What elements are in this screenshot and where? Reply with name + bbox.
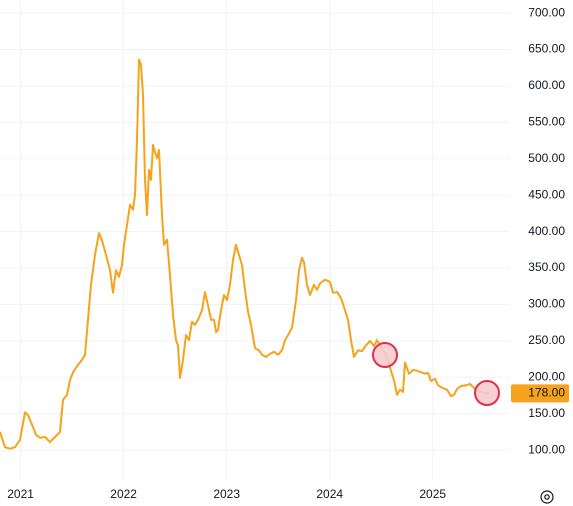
grid: [0, 0, 510, 480]
y-tick-label: 400.00: [528, 224, 565, 238]
last-price-label: 178.00: [528, 385, 565, 399]
x-tick-label: 2025: [419, 487, 446, 501]
y-tick-label: 100.00: [528, 442, 565, 456]
y-tick-label: 250.00: [528, 333, 565, 347]
x-tick-label: 2023: [213, 487, 240, 501]
last-price-box: [511, 384, 569, 403]
settings-icon[interactable]: [540, 490, 554, 504]
y-tick-label: 700.00: [528, 5, 565, 19]
x-tick-label: 2021: [7, 487, 34, 501]
event-marker[interactable]: [474, 380, 500, 406]
y-tick-label: 600.00: [528, 78, 565, 92]
y-tick-label: 650.00: [528, 42, 565, 56]
y-tick-label: 550.00: [528, 115, 565, 129]
axes: 100.00 150.00 200.00 250.00 300.00 350.00 400.…: [7, 5, 569, 501]
event-marker[interactable]: [372, 342, 398, 368]
price-line: [0, 58, 489, 450]
plot: [0, 58, 489, 450]
icon-core: [544, 494, 550, 500]
icon-ring: [540, 490, 554, 504]
y-tick-label: 150.00: [528, 406, 565, 420]
y-tick-label: 300.00: [528, 297, 565, 311]
y-tick-label: 450.00: [528, 187, 565, 201]
x-tick-label: 2022: [110, 487, 137, 501]
y-tick-label: 500.00: [528, 151, 565, 165]
x-tick-label: 2024: [316, 487, 343, 501]
y-tick-label: 200.00: [528, 369, 565, 383]
y-tick-label: 350.00: [528, 260, 565, 274]
